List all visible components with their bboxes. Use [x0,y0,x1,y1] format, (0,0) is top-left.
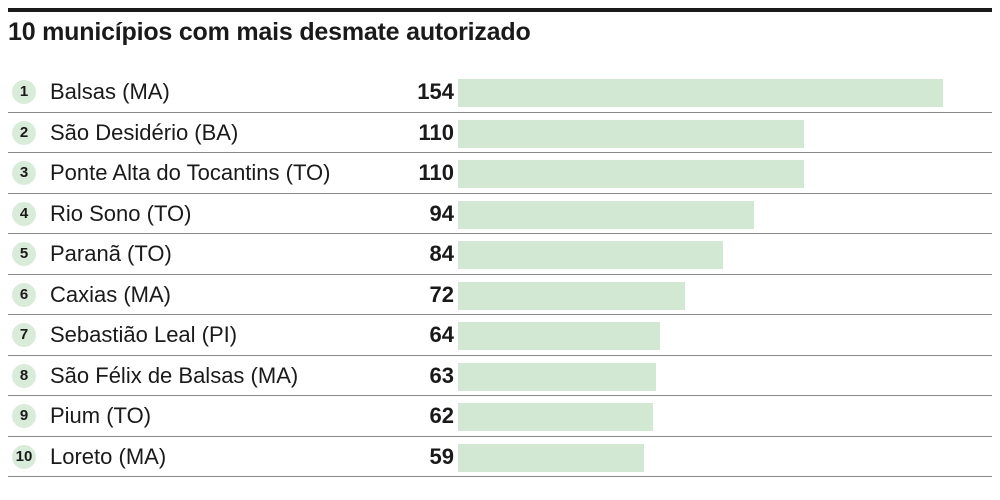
chart-title: 10 municípios com mais desmate autorizad… [8,18,531,46]
value-label: 64 [429,322,454,347]
value-label: 110 [418,119,455,145]
municipality-label: São Félix de Balsas (MA) [50,362,299,388]
table-row: 2 São Desidério (BA) 110 [8,113,992,153]
municipality-label: Ponte Alta do Tocantins (TO) [50,160,331,185]
table-row: 7 Sebastião Leal (PI) 64 [8,315,992,356]
bar [458,403,654,431]
table-row: 4 Rio Sono (TO) 94 [8,194,992,234]
top-rule [8,8,992,12]
table-row: 8 São Félix de Balsas (MA) 63 [8,356,992,396]
rank-badge: 8 [12,363,36,388]
rank-badge: 7 [12,323,36,347]
value-label: 59 [429,443,454,469]
municipality-label: Paranã (TO) [50,241,172,266]
rank-badge: 4 [12,201,36,226]
rank-badge: 1 [12,80,36,104]
bar [458,281,685,310]
bar [458,79,943,107]
bar [458,362,657,391]
table-row: 6 Caxias (MA) 72 [8,275,992,315]
table-row: 9 Pium (TO) 62 [8,396,992,437]
value-label: 110 [418,160,455,185]
ranking-rows: 1 Balsas (MA) 154 2 São Desidério (BA) 110 3 Po… [8,72,992,477]
bar [458,443,644,472]
municipality-label: Rio Sono (TO) [50,200,192,226]
table-row: 10 Loreto (MA) 59 [8,437,992,477]
bar [458,160,805,188]
bar [458,241,723,269]
municipality-label: Balsas (MA) [50,79,170,104]
value-label: 72 [429,281,454,307]
municipality-label: Caxias (MA) [50,281,172,307]
value-label: 84 [429,241,454,266]
value-label: 62 [429,403,454,428]
rank-badge: 10 [12,444,36,469]
rank-badge: 2 [12,120,36,145]
municipality-label: Loreto (MA) [50,443,167,469]
value-label: 154 [417,79,454,104]
municipality-label: Sebastião Leal (PI) [50,322,238,347]
table-row: 5 Paranã (TO) 84 [8,234,992,275]
municipality-label: São Desidério (BA) [50,119,239,145]
table-row: 3 Ponte Alta do Tocantins (TO) 110 [8,153,992,194]
bar [458,200,755,229]
municipality-label: Pium (TO) [50,403,152,428]
bar [458,119,805,148]
rank-badge: 9 [12,404,36,428]
rank-badge: 6 [12,282,36,307]
bar [458,322,660,350]
value-label: 63 [429,362,454,388]
table-row: 1 Balsas (MA) 154 [8,72,992,113]
rank-badge: 3 [12,161,36,185]
value-label: 94 [429,200,454,226]
rank-badge: 5 [12,242,36,266]
